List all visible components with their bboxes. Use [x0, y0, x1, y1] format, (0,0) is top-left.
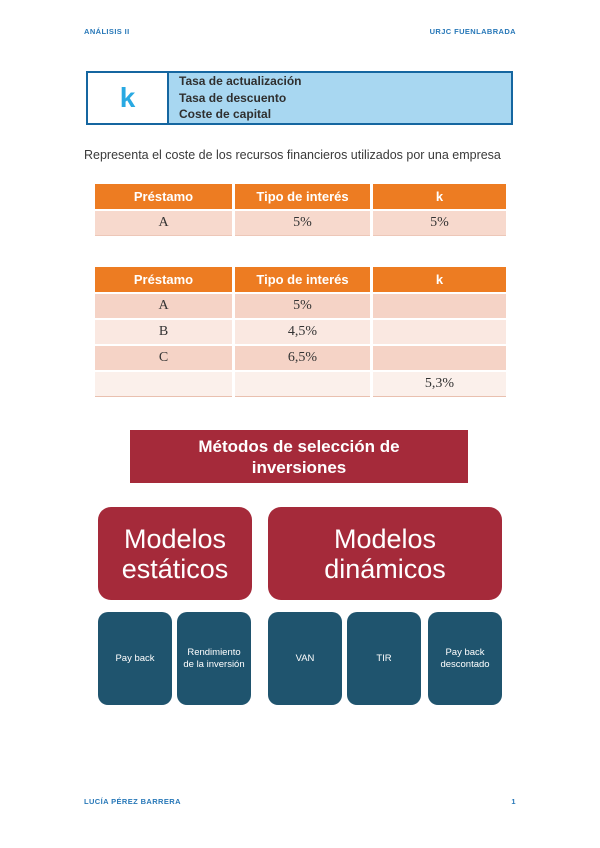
method-label: VAN	[295, 652, 315, 664]
group-box-modelos-dinamicos: Modelos dinámicos	[268, 507, 502, 600]
footer-page-number: 1	[511, 797, 516, 806]
k-synonym-item: Tasa de actualización	[179, 74, 302, 89]
k-symbol: k	[88, 73, 169, 123]
table-cell: B	[95, 320, 232, 344]
methods-banner: Métodos de selección de inversiones	[130, 430, 468, 483]
table-cell: 5,3%	[373, 372, 506, 397]
column-header-tipo-interes: Tipo de interés	[235, 184, 370, 209]
method-box-tir: TIR	[347, 612, 421, 705]
method-box-rendimiento-inversion: Rendimiento de la inversión	[177, 612, 251, 705]
method-label: Rendimiento de la inversión	[183, 646, 245, 670]
table-cell: 5%	[235, 294, 370, 318]
table-cell	[235, 372, 370, 397]
group-box-modelos-estaticos: Modelos estáticos	[98, 507, 252, 600]
column-header-k: k	[373, 184, 506, 209]
method-label: TIR	[376, 652, 392, 664]
table-cell	[373, 294, 506, 318]
header-institution: URJC FUENLABRADA	[429, 27, 516, 36]
table-cell: A	[95, 211, 232, 236]
method-box-pay-back-descontado: Pay back descontado	[428, 612, 502, 705]
table-cell	[373, 320, 506, 344]
footer-author: LUCÍA PÉREZ BARRERA	[84, 797, 181, 806]
loan-table-single: Préstamo Tipo de interés k A 5% 5%	[95, 184, 506, 236]
table-cell	[95, 372, 232, 397]
column-header-tipo-interes: Tipo de interés	[235, 267, 370, 292]
k-synonym-item: Tasa de descuento	[179, 90, 287, 105]
methods-banner-title: Métodos de selección de inversiones	[198, 436, 400, 477]
k-definition-box: k Tasa de actualización Tasa de descuent…	[86, 71, 513, 125]
column-header-k: k	[373, 267, 506, 292]
column-header-prestamo: Préstamo	[95, 267, 232, 292]
method-label: Pay back descontado	[440, 646, 490, 670]
k-description-text: Representa el coste de los recursos fina…	[84, 148, 501, 162]
method-box-pay-back: Pay back	[98, 612, 172, 705]
table-cell: A	[95, 294, 232, 318]
method-label: Pay back	[115, 652, 155, 664]
table-cell: C	[95, 346, 232, 370]
group-title: Modelos estáticos	[121, 523, 229, 584]
table-cell: 5%	[235, 211, 370, 236]
k-synonym-item: Coste de capital	[179, 107, 272, 122]
column-header-prestamo: Préstamo	[95, 184, 232, 209]
table-cell: 4,5%	[235, 320, 370, 344]
k-synonym-list: Tasa de actualización Tasa de descuento …	[169, 73, 511, 123]
table-cell: 5%	[373, 211, 506, 236]
loan-table-multiple: Préstamo Tipo de interés k A 5% B 4,5% C…	[95, 267, 506, 397]
table-cell	[373, 346, 506, 370]
group-title: Modelos dinámicos	[324, 523, 446, 584]
method-box-van: VAN	[268, 612, 342, 705]
table-cell: 6,5%	[235, 346, 370, 370]
header-course: ANÁLISIS II	[84, 27, 130, 36]
